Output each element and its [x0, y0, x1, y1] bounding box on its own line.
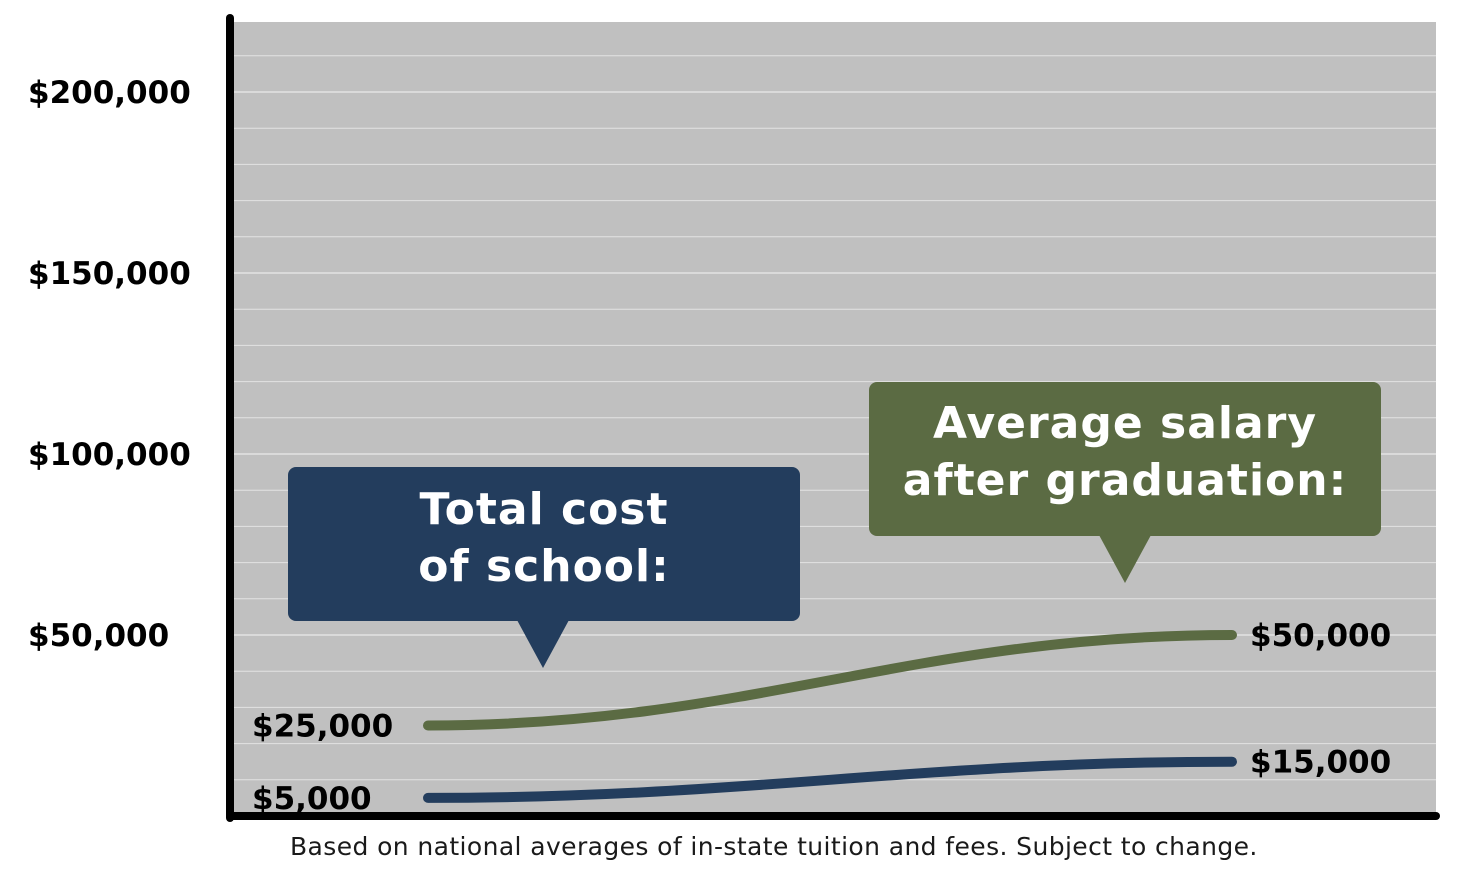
cost-line	[423, 756, 1237, 803]
salary-callout-box	[869, 382, 1381, 536]
axes	[226, 14, 1440, 822]
y-tick-label: $200,000	[28, 75, 191, 111]
y-tick-labels: $200,000 $150,000 $100,000 $50,000	[28, 75, 191, 654]
footnote: Based on national averages of in-state t…	[290, 832, 1258, 861]
cost-callout: Total cost of school:	[288, 467, 800, 668]
salary-line	[423, 630, 1237, 731]
series-lines	[423, 630, 1237, 803]
end-labels: $25,000 $50,000 $5,000 $15,000	[252, 618, 1391, 817]
salary-callout-text: after graduation:	[903, 455, 1347, 506]
salary-callout-pointer	[1099, 535, 1151, 583]
cost-callout-pointer	[517, 620, 569, 668]
salary-callout: Average salary after graduation:	[869, 382, 1381, 583]
salary-callout-text: Average salary	[933, 398, 1317, 449]
salary-end-label: $50,000	[1250, 618, 1391, 654]
cost-callout-text: of school:	[418, 541, 669, 592]
cost-start-label: $5,000	[252, 781, 372, 817]
cost-callout-box	[288, 467, 800, 621]
y-tick-label: $50,000	[28, 618, 169, 654]
callouts: Total cost of school: Average salary after …	[288, 382, 1381, 668]
cost-callout-text: Total cost	[419, 484, 668, 535]
y-tick-label: $150,000	[28, 256, 191, 292]
cost-end-label: $15,000	[1250, 745, 1391, 781]
salary-start-label: $25,000	[252, 709, 393, 745]
y-tick-label: $100,000	[28, 437, 191, 473]
